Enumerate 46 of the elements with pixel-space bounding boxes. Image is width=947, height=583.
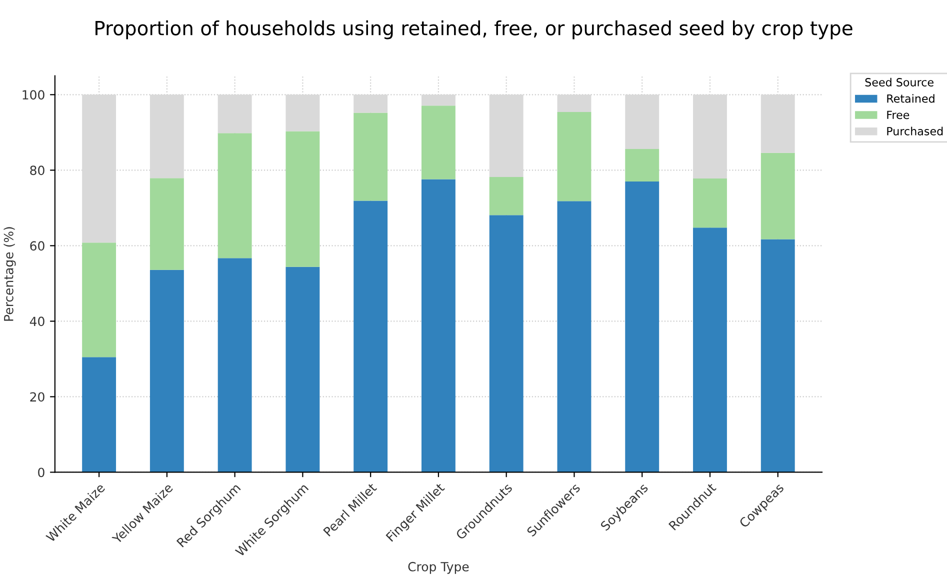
legend-label: Free xyxy=(887,110,910,120)
y-tick-label: 100 xyxy=(22,90,44,100)
bar xyxy=(489,176,524,216)
bar xyxy=(218,258,252,472)
bar xyxy=(760,94,795,153)
y-axis-title: Percentage (%) xyxy=(4,227,16,321)
bar xyxy=(760,152,795,240)
bar xyxy=(354,200,388,472)
y-tick-label: 80 xyxy=(30,166,44,176)
bar xyxy=(421,106,456,180)
chart-title: Proportion of households using retained, free, or purchased seed by crop type xyxy=(96,20,852,40)
bar xyxy=(82,357,116,472)
y-tick-label: 0 xyxy=(38,468,44,478)
bar xyxy=(693,94,727,178)
bar xyxy=(150,94,184,178)
bar xyxy=(693,228,727,472)
bar xyxy=(693,178,727,228)
bar xyxy=(286,266,320,472)
x-axis-title: Crop Type xyxy=(408,562,469,574)
bar xyxy=(218,133,252,258)
bar xyxy=(286,94,320,132)
bar xyxy=(489,215,524,472)
bar xyxy=(557,112,592,202)
bar xyxy=(421,179,456,472)
legend-title: Seed Source xyxy=(865,78,934,86)
bar xyxy=(218,94,252,134)
y-tick-label: 60 xyxy=(30,241,44,251)
bar xyxy=(82,94,116,243)
bar xyxy=(489,94,524,177)
bar xyxy=(421,94,456,106)
legend-label: Retained xyxy=(887,94,934,103)
bar xyxy=(557,201,592,472)
legend-label: Purchased xyxy=(887,126,943,136)
bar xyxy=(625,182,660,472)
bar xyxy=(150,178,184,270)
y-tick-label: 40 xyxy=(30,316,44,326)
bar xyxy=(354,94,388,113)
bar xyxy=(82,242,116,358)
bar xyxy=(760,239,795,472)
bar xyxy=(557,94,592,112)
bar xyxy=(625,149,660,182)
bar xyxy=(625,94,660,150)
bar xyxy=(150,270,184,472)
bar xyxy=(286,131,320,267)
bar xyxy=(354,112,388,201)
y-tick-label: 20 xyxy=(30,392,44,402)
